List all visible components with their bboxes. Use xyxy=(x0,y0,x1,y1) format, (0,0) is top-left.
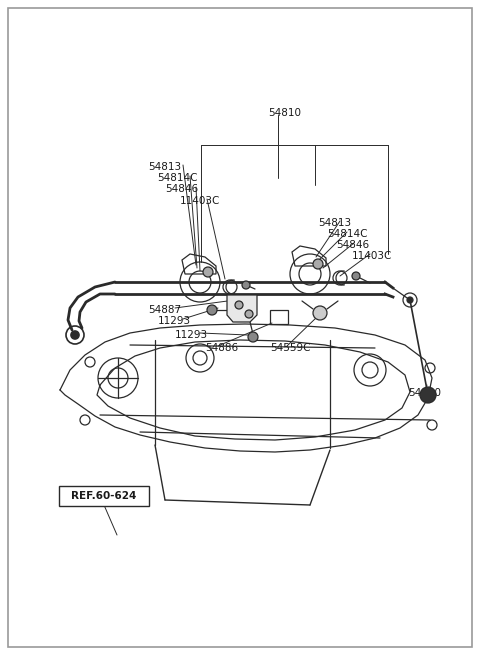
Circle shape xyxy=(203,267,213,277)
Text: 54810: 54810 xyxy=(268,108,301,118)
Circle shape xyxy=(71,331,79,339)
Circle shape xyxy=(313,259,323,269)
Text: 54814C: 54814C xyxy=(327,229,368,239)
Text: 11293: 11293 xyxy=(175,330,208,340)
Text: 11403C: 11403C xyxy=(180,196,220,206)
Text: 54846: 54846 xyxy=(336,240,369,250)
Text: 54814C: 54814C xyxy=(157,173,197,183)
Circle shape xyxy=(245,310,253,318)
Text: 54887: 54887 xyxy=(148,305,181,315)
Text: 11403C: 11403C xyxy=(352,251,392,261)
Text: 11293: 11293 xyxy=(158,316,191,326)
Text: REF.60-624: REF.60-624 xyxy=(72,491,137,501)
FancyBboxPatch shape xyxy=(59,486,149,506)
Text: 54559C: 54559C xyxy=(270,343,311,353)
Circle shape xyxy=(313,306,327,320)
Circle shape xyxy=(407,297,413,303)
Circle shape xyxy=(420,387,436,403)
Polygon shape xyxy=(227,295,257,322)
Circle shape xyxy=(248,332,258,342)
Text: 54846: 54846 xyxy=(165,184,198,194)
Text: 54886: 54886 xyxy=(205,343,238,353)
Text: 54813: 54813 xyxy=(318,218,351,228)
Circle shape xyxy=(235,301,243,309)
Circle shape xyxy=(352,272,360,280)
Circle shape xyxy=(242,281,250,289)
Text: 54830: 54830 xyxy=(408,388,441,398)
Text: 54813: 54813 xyxy=(148,162,181,172)
Circle shape xyxy=(207,305,217,315)
